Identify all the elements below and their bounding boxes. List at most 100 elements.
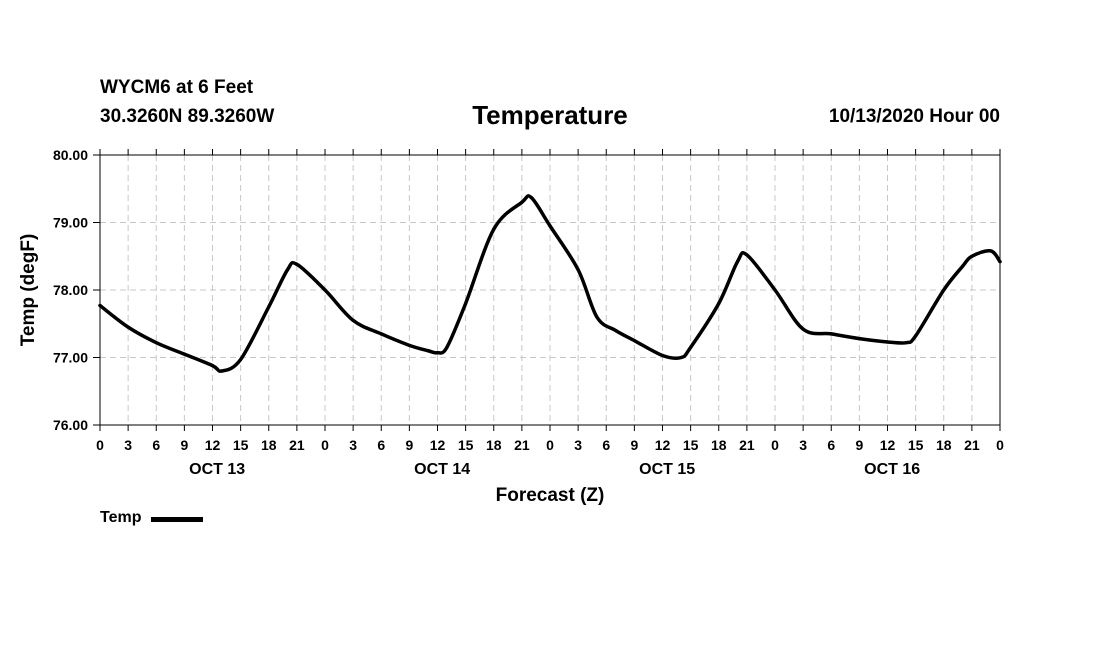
data-point xyxy=(660,353,665,358)
data-point xyxy=(595,315,599,319)
data-point xyxy=(745,253,749,257)
data-point xyxy=(351,318,355,322)
legend-line-swatch xyxy=(151,516,204,522)
x-tick-label: 0 xyxy=(321,437,329,453)
data-point xyxy=(942,288,946,292)
x-tick-label: 3 xyxy=(124,437,132,453)
x-tick-label: 3 xyxy=(799,437,807,453)
x-tick-label: 15 xyxy=(233,437,249,453)
x-tick-label: 18 xyxy=(486,437,502,453)
run-time-label: 10/13/2020 Hour 00 xyxy=(828,106,1000,127)
legend-label: Temp xyxy=(100,509,142,526)
x-tick-label: 3 xyxy=(574,437,582,453)
x-tick-label: 9 xyxy=(855,437,863,453)
data-point xyxy=(576,268,580,272)
data-point xyxy=(904,341,908,345)
data-point xyxy=(914,334,918,338)
data-point xyxy=(267,305,271,309)
plot-frame xyxy=(99,154,1001,426)
x-tick-label: 3 xyxy=(349,437,357,453)
data-point xyxy=(285,268,290,272)
day-label: OCT 14 xyxy=(414,461,470,478)
data-point xyxy=(829,332,833,336)
data-point xyxy=(154,341,158,345)
data-point xyxy=(220,369,224,373)
data-point xyxy=(689,345,693,349)
data-point xyxy=(773,288,777,292)
x-tick-label: 9 xyxy=(405,437,413,453)
x-tick-label: 21 xyxy=(289,437,305,453)
series-layer xyxy=(98,194,1002,373)
x-tick-label: 21 xyxy=(739,437,755,453)
y-tick-label: 80.00 xyxy=(53,147,88,163)
data-point xyxy=(464,301,468,306)
x-tick-label: 0 xyxy=(546,437,554,453)
x-tick-label: 12 xyxy=(880,437,896,453)
day-label: OCT 13 xyxy=(189,461,245,478)
data-point xyxy=(126,325,130,329)
data-point xyxy=(632,339,636,343)
x-tick-label: 0 xyxy=(771,437,779,453)
series-line-temp xyxy=(98,194,1002,373)
data-point xyxy=(960,264,965,268)
data-point xyxy=(435,351,440,355)
x-tick-label: 6 xyxy=(152,437,160,453)
tick-layer xyxy=(93,149,1001,431)
x-tick-label: 21 xyxy=(514,437,530,453)
data-point xyxy=(989,249,993,253)
x-tick-label: 0 xyxy=(96,437,104,453)
x-tick-label: 12 xyxy=(430,437,446,453)
grid-layer xyxy=(100,155,1000,425)
data-point xyxy=(295,262,299,266)
station-label: WYCM6 at 6 Feet xyxy=(100,77,254,98)
x-tick-label: 6 xyxy=(377,437,385,453)
data-point xyxy=(529,195,533,200)
y-tick-label: 78.00 xyxy=(53,282,88,298)
x-tick-label: 6 xyxy=(827,437,835,453)
x-tick-label: 15 xyxy=(908,437,924,453)
y-axis-label: Temp (degF) xyxy=(18,234,39,347)
x-tick-label: 18 xyxy=(936,437,952,453)
x-tick-label: 6 xyxy=(602,437,610,453)
data-point xyxy=(679,355,683,360)
tick-label-layer: 76.00 77.00 78.00 79.00 80.00 0 3 6 9 12 15 18 21 0 3 6… xyxy=(53,147,1004,478)
x-axis-label: Forecast (Z) xyxy=(496,485,605,506)
y-tick-label: 76.00 xyxy=(53,417,88,433)
day-label: OCT 15 xyxy=(639,461,695,478)
y-tick-label: 79.00 xyxy=(53,215,88,231)
x-tick-label: 18 xyxy=(261,437,277,453)
data-point xyxy=(426,349,430,353)
y-tick-label: 77.00 xyxy=(53,350,88,366)
x-tick-label: 0 xyxy=(996,437,1004,453)
data-point xyxy=(323,288,327,292)
data-point xyxy=(801,327,805,331)
data-point xyxy=(407,343,411,347)
data-point xyxy=(239,357,243,362)
data-point xyxy=(520,200,524,204)
x-tick-label: 18 xyxy=(711,437,727,453)
data-point xyxy=(492,227,496,231)
data-point xyxy=(548,224,552,228)
data-point xyxy=(717,301,721,306)
x-tick-label: 21 xyxy=(964,437,980,453)
data-point xyxy=(885,340,890,344)
chart-title: Temperature xyxy=(472,100,628,130)
legend: Temp xyxy=(100,509,204,527)
x-tick-label: 9 xyxy=(180,437,188,453)
day-label: OCT 16 xyxy=(864,461,920,478)
data-point xyxy=(445,345,449,349)
data-point xyxy=(735,260,740,264)
data-point xyxy=(614,328,618,333)
coordinates-label: 30.3260N 89.3260W xyxy=(100,106,275,127)
data-point xyxy=(210,364,215,368)
x-tick-label: 15 xyxy=(683,437,699,453)
data-point xyxy=(379,332,383,336)
x-tick-label: 9 xyxy=(630,437,638,453)
x-tick-label: 15 xyxy=(458,437,474,453)
x-tick-label: 12 xyxy=(655,437,671,453)
data-point xyxy=(857,337,861,341)
x-tick-label: 12 xyxy=(205,437,221,453)
data-point xyxy=(970,254,974,258)
data-point xyxy=(182,352,186,356)
